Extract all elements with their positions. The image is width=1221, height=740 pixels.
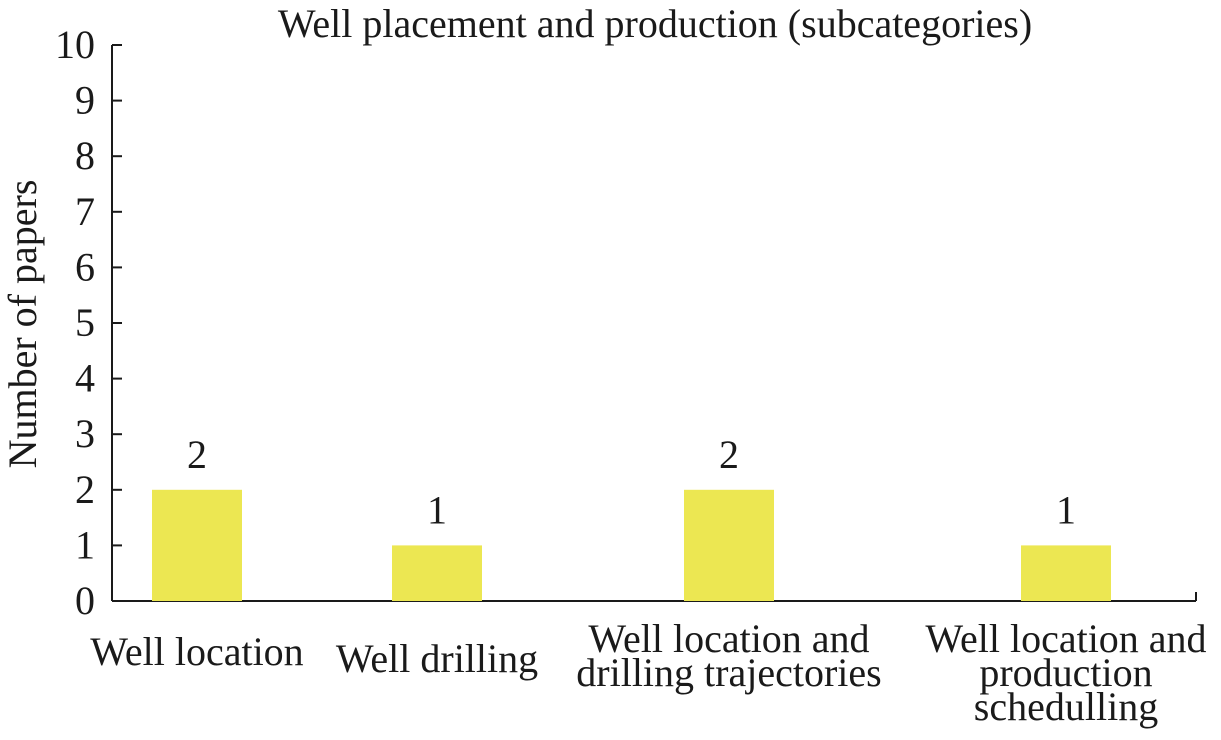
x-category-label: Well location <box>90 629 303 674</box>
bar <box>684 489 774 601</box>
x-category-label: Well location and drilling trajectories <box>576 616 881 695</box>
y-tick-label: 7 <box>75 189 95 234</box>
y-tick-label: 3 <box>75 411 95 456</box>
x-category-label: Well location and production schedulling <box>925 616 1206 729</box>
y-tick-label: 8 <box>75 133 95 178</box>
y-tick-label: 6 <box>75 244 95 289</box>
bar <box>392 545 482 601</box>
bar-value-label: 1 <box>1056 487 1076 532</box>
bar-value-label: 1 <box>427 487 447 532</box>
y-tick-label: 10 <box>55 22 95 67</box>
y-tick-label: 0 <box>75 578 95 623</box>
bar <box>152 489 242 601</box>
bar-value-label: 2 <box>187 432 207 477</box>
bar <box>1021 545 1111 601</box>
y-tick-label: 2 <box>75 467 95 512</box>
plot-area: 0 1 2 3 4 5 6 7 8 9 10 2 1 2 1 Well location Well drilli… <box>55 22 1207 729</box>
y-tick-label: 9 <box>75 78 95 123</box>
y-tick-label: 4 <box>75 356 95 401</box>
bar-value-label: 2 <box>719 432 739 477</box>
x-category-label: Well drilling <box>336 636 538 681</box>
y-tick-label: 5 <box>75 300 95 345</box>
y-axis-label: Number of papers <box>0 180 45 469</box>
y-tick-label: 1 <box>75 522 95 567</box>
chart-title: Well placement and production (subcatego… <box>278 1 1032 46</box>
